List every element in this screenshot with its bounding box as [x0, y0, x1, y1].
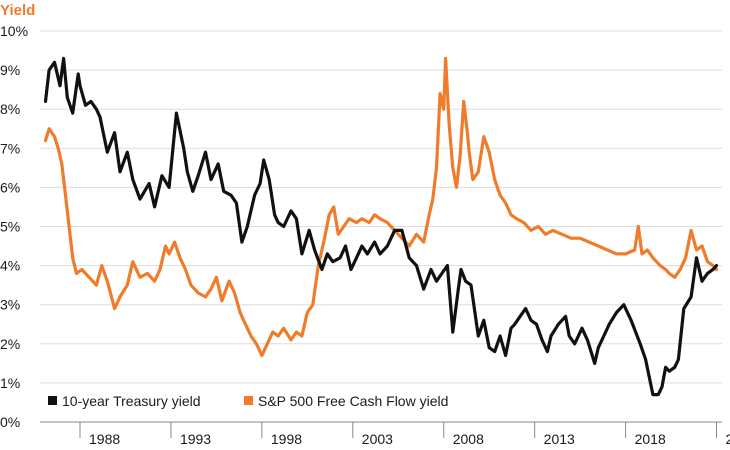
- fcf-yield-line: [43, 56, 719, 358]
- x-tick-label: 1988: [89, 431, 120, 447]
- y-axis-ticks: 0% 1% 2% 3% 4% 5% 6% 7% 8% 9% 10%: [0, 23, 28, 430]
- legend-swatch-treasury: [48, 396, 57, 405]
- legend-label-treasury: 10-year Treasury yield: [62, 393, 201, 409]
- x-axis-ticks: 1988 1993 1998 2003 2008 2013 2018 2023: [40, 421, 730, 447]
- legend: 10-year Treasury yield S&P 500 Free Cash …: [48, 393, 448, 409]
- x-tick-label: 2008: [453, 431, 484, 447]
- y-tick-label: 5%: [0, 219, 20, 235]
- y-tick-label: 8%: [0, 101, 20, 117]
- x-tick-label: 1998: [271, 431, 302, 447]
- series-lines: [43, 56, 719, 397]
- x-tick-label: 2013: [544, 431, 575, 447]
- y-tick-label: 10%: [0, 23, 28, 39]
- y-tick-label: 1%: [0, 375, 20, 391]
- y-axis-label: Yield: [0, 2, 35, 19]
- x-tick-label: 2018: [635, 431, 666, 447]
- treasury-yield-line: [43, 56, 719, 397]
- legend-label-fcf: S&P 500 Free Cash Flow yield: [258, 393, 448, 409]
- legend-swatch-fcf: [244, 396, 253, 405]
- y-tick-label: 0%: [0, 414, 20, 430]
- y-tick-label: 9%: [0, 62, 20, 78]
- y-tick-label: 3%: [0, 297, 20, 313]
- x-tick-label: 1993: [180, 431, 211, 447]
- x-tick-label: 2003: [362, 431, 393, 447]
- y-tick-label: 7%: [0, 140, 20, 156]
- y-tick-label: 6%: [0, 179, 20, 195]
- y-tick-label: 2%: [0, 336, 20, 352]
- gridlines: [40, 30, 722, 384]
- x-tick-label: 2023: [726, 431, 730, 447]
- y-tick-label: 4%: [0, 258, 20, 274]
